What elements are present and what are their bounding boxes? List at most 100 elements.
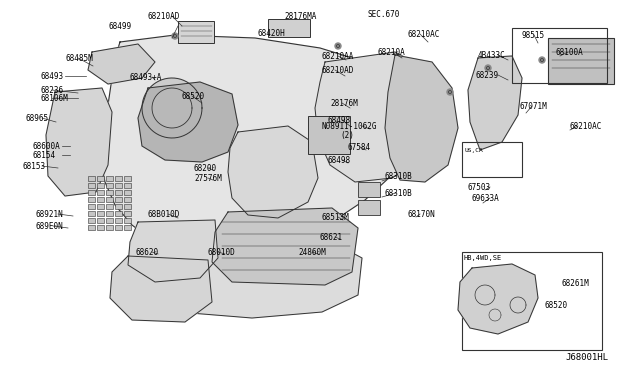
Bar — [178, 21, 214, 43]
Circle shape — [485, 65, 491, 71]
Text: US,CA: US,CA — [465, 148, 484, 153]
Bar — [106, 225, 113, 230]
Text: 68170N: 68170N — [408, 209, 436, 218]
Bar — [88, 183, 95, 188]
Bar — [124, 190, 131, 195]
Polygon shape — [100, 35, 415, 250]
Text: 68210A: 68210A — [378, 48, 406, 57]
Text: 68485M: 68485M — [65, 54, 93, 62]
Bar — [115, 197, 122, 202]
Bar — [106, 197, 113, 202]
Polygon shape — [46, 88, 112, 196]
Bar — [88, 190, 95, 195]
Text: 68210AA: 68210AA — [322, 51, 355, 61]
Bar — [115, 183, 122, 188]
Bar — [115, 211, 122, 216]
Polygon shape — [385, 55, 458, 182]
Text: 68200: 68200 — [194, 164, 217, 173]
Text: 68621: 68621 — [320, 232, 343, 241]
Polygon shape — [138, 82, 238, 162]
Circle shape — [447, 89, 453, 95]
Text: 68210AD: 68210AD — [148, 12, 180, 20]
Bar — [88, 204, 95, 209]
Circle shape — [172, 33, 178, 39]
Text: 68100A: 68100A — [556, 48, 584, 57]
Bar — [268, 19, 310, 37]
Bar — [97, 176, 104, 181]
Text: 68154: 68154 — [32, 151, 55, 160]
Bar — [115, 204, 122, 209]
Text: 68499: 68499 — [108, 22, 131, 31]
Text: 68210AC: 68210AC — [408, 29, 440, 38]
Bar — [462, 252, 602, 350]
Bar — [97, 190, 104, 195]
Bar — [358, 200, 380, 215]
Text: 67503: 67503 — [468, 183, 491, 192]
Bar — [97, 183, 104, 188]
Bar — [88, 197, 95, 202]
Polygon shape — [152, 88, 192, 128]
Text: 68239: 68239 — [476, 71, 499, 80]
Text: 28176MA: 28176MA — [284, 12, 316, 20]
Text: 28176M: 28176M — [330, 99, 358, 108]
Bar — [462, 142, 522, 177]
Polygon shape — [128, 220, 218, 282]
Bar — [88, 218, 95, 223]
Bar — [106, 176, 113, 181]
Polygon shape — [142, 78, 202, 138]
Text: 68210AD: 68210AD — [322, 65, 355, 74]
Text: 68B010D: 68B010D — [148, 209, 180, 218]
Bar — [106, 183, 113, 188]
Bar — [124, 183, 131, 188]
Text: 68965: 68965 — [25, 113, 48, 122]
Bar — [97, 211, 104, 216]
Bar — [97, 218, 104, 223]
Bar — [106, 204, 113, 209]
Bar — [115, 190, 122, 195]
Polygon shape — [468, 56, 522, 150]
Text: 27576M: 27576M — [194, 173, 221, 183]
Text: 68513M: 68513M — [322, 212, 349, 221]
Bar — [358, 182, 380, 197]
Text: 68010D: 68010D — [208, 247, 236, 257]
Bar — [106, 211, 113, 216]
Text: 68106M: 68106M — [40, 93, 68, 103]
Bar — [97, 197, 104, 202]
Text: SEC.670: SEC.670 — [368, 10, 401, 19]
Text: 68520: 68520 — [545, 301, 568, 310]
Bar — [88, 225, 95, 230]
Bar — [124, 218, 131, 223]
Text: 68236: 68236 — [40, 86, 63, 94]
Text: 68261M: 68261M — [562, 279, 589, 288]
Polygon shape — [228, 126, 318, 218]
Bar — [124, 225, 131, 230]
Bar — [124, 197, 131, 202]
Bar — [88, 176, 95, 181]
Bar — [124, 211, 131, 216]
Bar — [88, 211, 95, 216]
Bar — [124, 176, 131, 181]
Text: 67584: 67584 — [348, 142, 371, 151]
Circle shape — [539, 57, 545, 63]
Text: 67071M: 67071M — [520, 102, 548, 110]
Bar — [97, 225, 104, 230]
Polygon shape — [110, 256, 212, 322]
Text: 68620: 68620 — [135, 247, 158, 257]
Text: 68310B: 68310B — [385, 171, 413, 180]
Bar — [124, 204, 131, 209]
Text: 68310B: 68310B — [385, 189, 413, 198]
Polygon shape — [458, 264, 538, 334]
Bar — [308, 116, 350, 154]
Text: 98515: 98515 — [522, 31, 545, 39]
Text: 689E0N: 689E0N — [35, 221, 63, 231]
Text: 68498: 68498 — [328, 155, 351, 164]
Bar — [548, 38, 614, 84]
Polygon shape — [88, 44, 155, 84]
Circle shape — [335, 43, 341, 49]
Bar — [115, 218, 122, 223]
Text: 68520: 68520 — [182, 92, 205, 100]
Text: J68001HL: J68001HL — [565, 353, 608, 362]
Bar — [97, 204, 104, 209]
Text: 69633A: 69633A — [472, 193, 500, 202]
Polygon shape — [315, 52, 442, 182]
